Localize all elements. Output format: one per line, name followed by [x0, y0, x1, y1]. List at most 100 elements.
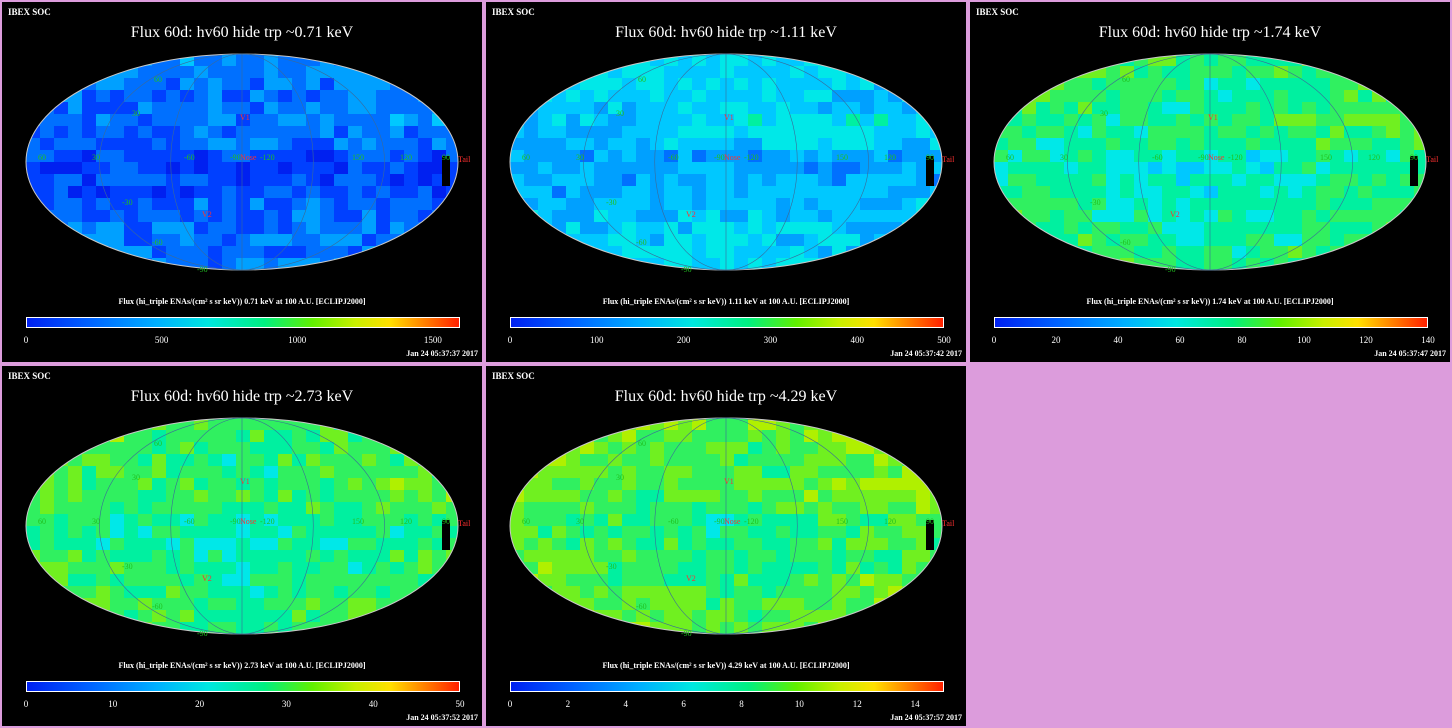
flux-pixel [860, 222, 875, 235]
flux-pixel [1204, 210, 1219, 223]
flux-pixel [124, 586, 139, 599]
flux-pixel [994, 150, 1009, 163]
flux-pixel [110, 598, 125, 611]
flux-pixel [818, 174, 833, 187]
flux-pixel [1260, 162, 1275, 175]
flux-pixel [636, 502, 651, 515]
flux-pixel [40, 246, 55, 259]
longitude-label: 60 [522, 517, 530, 526]
flux-pixel [320, 562, 335, 575]
flux-pixel [292, 258, 307, 270]
flux-pixel [692, 210, 707, 223]
flux-pixel [846, 466, 861, 479]
flux-pixel [664, 210, 679, 223]
flux-pixel [510, 54, 525, 67]
flux-pixel [888, 550, 903, 563]
flux-pixel [166, 454, 181, 467]
flux-pixel [292, 222, 307, 235]
flux-pixel [734, 598, 749, 611]
flux-pixel [250, 150, 265, 163]
flux-pixel [222, 150, 237, 163]
flux-pixel [636, 550, 651, 563]
flux-pixel [1372, 114, 1387, 127]
flux-pixel [692, 102, 707, 115]
flux-pixel [390, 258, 405, 270]
flux-pixel [678, 162, 693, 175]
flux-pixel [82, 90, 97, 103]
longitude-label: -90 [714, 153, 725, 162]
timestamp: Jan 24 05:37:42 2017 [890, 349, 962, 358]
flux-pixel [1162, 78, 1177, 91]
flux-pixel [706, 538, 721, 551]
flux-pixel [418, 174, 433, 187]
flux-pixel [706, 514, 721, 527]
flux-pixel [804, 502, 819, 515]
flux-pixel [26, 598, 41, 611]
flux-pixel [96, 478, 111, 491]
flux-pixel [362, 198, 377, 211]
flux-pixel [306, 114, 321, 127]
flux-pixel [404, 102, 419, 115]
colorbar-tick-label: 60 [1175, 335, 1185, 345]
flux-pixel [1358, 198, 1373, 211]
flux-pixel [916, 622, 931, 634]
flux-pixel [390, 418, 405, 431]
flux-pixel [664, 562, 679, 575]
flux-pixel [790, 246, 805, 259]
flux-pixel [278, 54, 293, 67]
flux-pixel [26, 90, 41, 103]
flux-pixel [1218, 114, 1233, 127]
flux-pixel [264, 586, 279, 599]
flux-pixel [348, 198, 363, 211]
flux-pixel [250, 210, 265, 223]
flux-pixel [510, 258, 525, 270]
flux-pixel [930, 258, 942, 270]
flux-pixel [278, 234, 293, 247]
flux-pixel [376, 246, 391, 259]
flux-pixel [636, 442, 651, 455]
flux-pixel [832, 234, 847, 247]
flux-pixel [552, 66, 567, 79]
flux-pixel [622, 586, 637, 599]
flux-pixel [706, 246, 721, 259]
flux-pixel [292, 90, 307, 103]
flux-pixel [1316, 174, 1331, 187]
flux-pixel [1064, 126, 1079, 139]
tail-gap [1410, 156, 1418, 186]
flux-pixel [96, 198, 111, 211]
flux-pixel [418, 622, 433, 634]
flux-pixel [1330, 102, 1345, 115]
flux-pixel [166, 90, 181, 103]
flux-pixel [636, 430, 651, 443]
flux-pixel [404, 550, 419, 563]
flux-pixel [1372, 102, 1387, 115]
flux-pixel [166, 150, 181, 163]
flux-pixel [362, 234, 377, 247]
flux-pixel [804, 150, 819, 163]
flux-pixel [222, 442, 237, 455]
longitude-label: -60 [1152, 153, 1163, 162]
flux-pixel [650, 90, 665, 103]
flux-pixel [748, 514, 763, 527]
flux-pixel [292, 562, 307, 575]
flux-pixel [1260, 186, 1275, 199]
flux-pixel [208, 186, 223, 199]
flux-pixel [152, 138, 167, 151]
flux-pixel [1414, 54, 1426, 67]
flux-pixel [348, 442, 363, 455]
flux-pixel [692, 90, 707, 103]
colorbar [510, 681, 944, 692]
flux-pixel [706, 454, 721, 467]
flux-pixel [636, 150, 651, 163]
flux-pixel [524, 174, 539, 187]
flux-pixel [166, 574, 181, 587]
flux-pixel [832, 186, 847, 199]
flux-pixel [566, 150, 581, 163]
flux-pixel [320, 186, 335, 199]
flux-pixel [524, 186, 539, 199]
flux-pixel [82, 610, 97, 623]
flux-pixel [650, 174, 665, 187]
flux-pixel [264, 150, 279, 163]
flux-pixel [1358, 102, 1373, 115]
flux-pixel [208, 430, 223, 443]
